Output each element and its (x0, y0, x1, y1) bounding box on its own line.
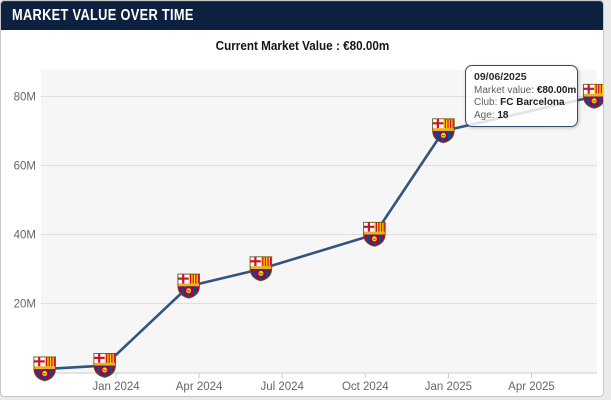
tooltip-age-row: Age: 18 (474, 110, 569, 123)
widget-header: MARKET VALUE OVER TIME (1, 1, 603, 30)
data-point-badge[interactable] (432, 118, 455, 144)
current-market-value-line: Current Market Value : €80.00m (1, 38, 603, 53)
x-axis-label: Apr 2025 (508, 381, 555, 393)
y-axis-label: 60M (14, 161, 36, 173)
tooltip-market-value-row: Market value: €80.00m (474, 84, 576, 98)
y-axis-label: 80M (14, 92, 36, 104)
x-axis-label: Oct 2024 (342, 381, 389, 393)
current-market-value: €80.00m (342, 38, 389, 53)
data-point-badge[interactable] (33, 356, 56, 382)
tooltip-club: FC Barcelona (500, 97, 565, 109)
data-point-badge[interactable] (93, 352, 116, 378)
point-tooltip: 09/06/2025 Market value: €80.00m Club: F… (465, 65, 578, 128)
market-value-chart[interactable]: 20M 40M 60M 80M Jan 2024 Apr 2024 Jul 2024 Oct … (1, 1, 604, 397)
tooltip-age-label: Age: (474, 109, 495, 121)
tooltip-club-row: Club: FC Barcelona (474, 97, 569, 110)
x-axis-label: Apr 2024 (176, 381, 223, 393)
x-axis-label: Jul 2024 (260, 381, 304, 393)
tooltip-market-value: €80.00m (536, 84, 577, 96)
y-axis-label: 40M (14, 230, 36, 242)
y-axis-label: 20M (14, 299, 36, 311)
x-axis-label: Jan 2025 (425, 381, 472, 393)
x-axis-label: Jan 2024 (92, 381, 140, 393)
data-point-badge[interactable] (363, 221, 386, 247)
data-point-badge[interactable] (582, 83, 604, 109)
current-market-value-label: Current Market Value : (215, 38, 340, 53)
data-point-badge[interactable] (249, 256, 273, 282)
tooltip-market-value-label: Market value: (474, 84, 535, 96)
tooltip-club-label: Club: (474, 97, 498, 109)
data-point-badge[interactable] (177, 273, 200, 299)
widget-title: MARKET VALUE OVER TIME (12, 6, 194, 24)
tooltip-date: 09/06/2025 (474, 71, 527, 83)
tooltip-age: 18 (497, 109, 509, 121)
